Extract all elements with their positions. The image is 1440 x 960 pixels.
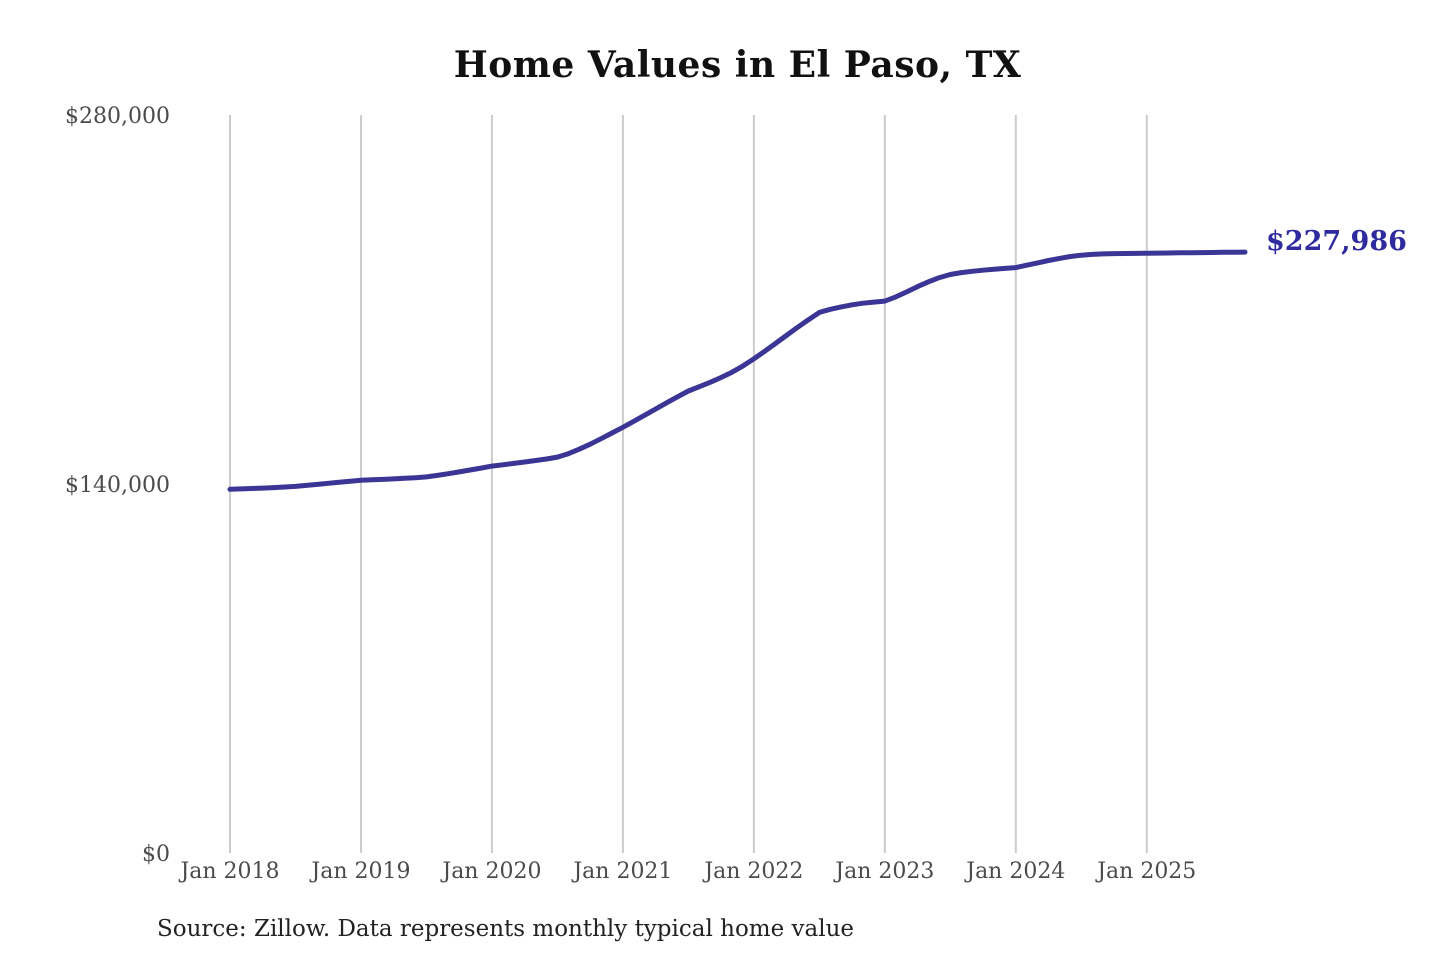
- x-axis-label: Jan 2022: [702, 859, 803, 884]
- chart-title: Home Values in El Paso, TX: [453, 44, 1022, 86]
- source-note: Source: Zillow. Data represents monthly …: [157, 916, 855, 942]
- y-axis-label: $280,000: [65, 104, 170, 129]
- y-axis-label: $0: [142, 842, 170, 867]
- x-axis-label: Jan 2025: [1095, 859, 1196, 884]
- x-axis-label: Jan 2021: [571, 859, 672, 884]
- home-values-line: [227, 249, 1248, 492]
- x-axis-label: Jan 2018: [178, 859, 279, 884]
- x-axis-label: Jan 2020: [440, 859, 541, 884]
- y-axis-label: $140,000: [65, 473, 170, 498]
- x-axis-label: Jan 2019: [309, 859, 410, 884]
- end-value-label: $227,986: [1266, 226, 1407, 257]
- x-axis-label: Jan 2024: [964, 859, 1065, 884]
- x-axis-label: Jan 2023: [833, 859, 934, 884]
